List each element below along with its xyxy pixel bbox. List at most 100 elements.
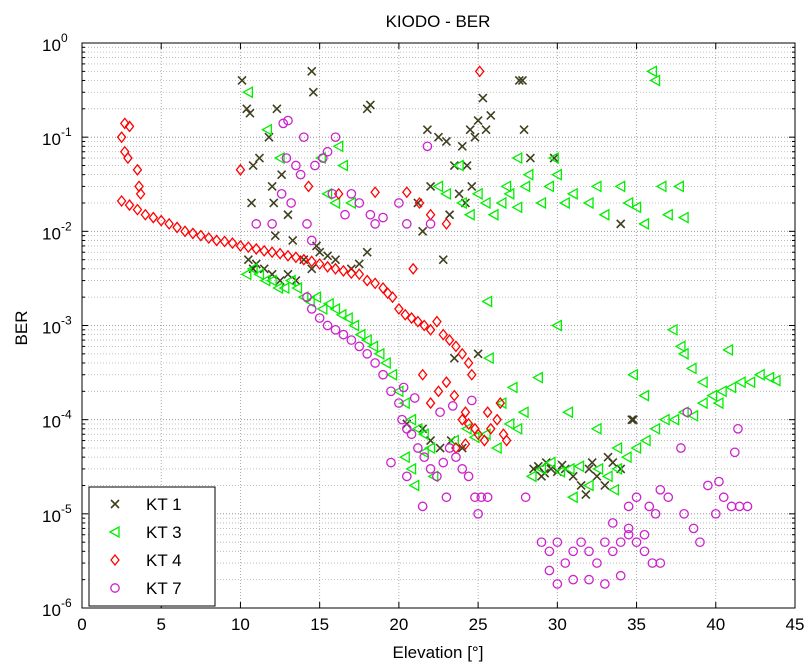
data-point — [646, 65, 658, 78]
data-point — [485, 422, 496, 435]
data-point — [615, 537, 626, 548]
data-point — [687, 409, 699, 422]
data-point — [322, 260, 333, 273]
data-point — [362, 348, 373, 359]
data-point — [623, 529, 634, 540]
y-tick-base: 10 — [42, 130, 61, 149]
data-point — [568, 546, 579, 557]
data-point — [668, 413, 680, 426]
data-point — [211, 234, 222, 247]
series-kt-3 — [240, 65, 781, 504]
data-point — [409, 393, 420, 403]
data-point — [679, 508, 689, 519]
data-point — [322, 146, 333, 157]
data-point — [511, 422, 523, 435]
data-point — [582, 196, 594, 210]
data-point — [283, 249, 293, 262]
legend-item: KT 3 — [108, 523, 182, 542]
data-point — [682, 407, 693, 418]
data-point — [601, 470, 613, 483]
data-point — [354, 341, 365, 352]
data-point — [188, 227, 198, 240]
data-point — [511, 151, 523, 165]
data-point — [311, 241, 322, 251]
data-point — [235, 239, 246, 252]
data-point — [267, 219, 277, 229]
data-point — [277, 170, 287, 180]
y-tick-exponent: -5 — [61, 502, 72, 516]
y-tick-label: 10 -6 — [42, 596, 72, 620]
data-point — [677, 211, 689, 224]
data-point — [135, 187, 146, 200]
data-point — [373, 347, 385, 360]
y-axis-label: BER — [12, 311, 31, 346]
data-point — [473, 116, 483, 126]
x-tick-label: 25 — [469, 615, 488, 634]
data-point — [447, 401, 458, 411]
data-point — [607, 546, 618, 557]
data-point — [394, 198, 404, 208]
data-point — [639, 434, 651, 447]
data-point — [240, 268, 252, 281]
data-point — [639, 546, 650, 557]
data-point — [444, 334, 455, 347]
data-point — [733, 423, 743, 434]
data-point — [584, 546, 594, 557]
data-point — [587, 458, 597, 468]
data-point — [655, 558, 666, 568]
data-point — [600, 537, 610, 548]
data-point — [449, 389, 460, 402]
y-tick-base: 10 — [42, 224, 61, 243]
x-tick-label: 35 — [627, 615, 646, 634]
y-tick-label: 10 -4 — [42, 408, 72, 432]
data-point — [445, 210, 455, 220]
data-point — [672, 180, 684, 193]
data-point — [330, 132, 341, 143]
data-point — [492, 413, 502, 426]
x-tick-label: 0 — [77, 615, 86, 634]
data-point — [251, 242, 262, 255]
data-point — [314, 313, 325, 323]
y-tick-label: 10 -5 — [42, 502, 72, 526]
data-point — [414, 196, 425, 210]
data-point — [471, 187, 483, 200]
data-point — [401, 423, 412, 434]
data-point — [444, 443, 455, 453]
legend-item: KT 7 — [110, 579, 182, 598]
data-point — [419, 452, 430, 462]
data-point — [394, 302, 404, 315]
data-point — [302, 292, 312, 303]
data-points — [116, 65, 781, 589]
data-point — [386, 457, 396, 468]
data-point — [517, 406, 529, 419]
data-point — [463, 471, 474, 482]
data-point — [367, 340, 379, 353]
data-point — [562, 406, 574, 419]
data-point — [638, 217, 650, 230]
data-point — [531, 371, 543, 384]
data-point — [360, 333, 372, 347]
data-point — [413, 315, 423, 328]
data-point — [338, 264, 349, 277]
data-point — [397, 414, 407, 425]
data-point — [627, 415, 637, 425]
data-point — [566, 491, 578, 504]
data-point — [432, 471, 442, 482]
data-point — [272, 281, 284, 295]
data-point — [457, 141, 467, 151]
data-point — [378, 281, 388, 295]
data-point — [438, 328, 449, 341]
data-point — [744, 376, 756, 389]
data-point — [261, 123, 273, 136]
data-point — [164, 217, 174, 230]
data-point — [753, 368, 765, 381]
data-point — [276, 189, 287, 199]
data-point — [408, 262, 418, 275]
data-point — [479, 434, 490, 447]
data-point — [417, 446, 429, 459]
data-point — [490, 441, 502, 455]
data-point — [140, 208, 151, 221]
data-point — [408, 479, 420, 492]
data-point — [620, 451, 632, 464]
legend-marker — [110, 583, 120, 593]
